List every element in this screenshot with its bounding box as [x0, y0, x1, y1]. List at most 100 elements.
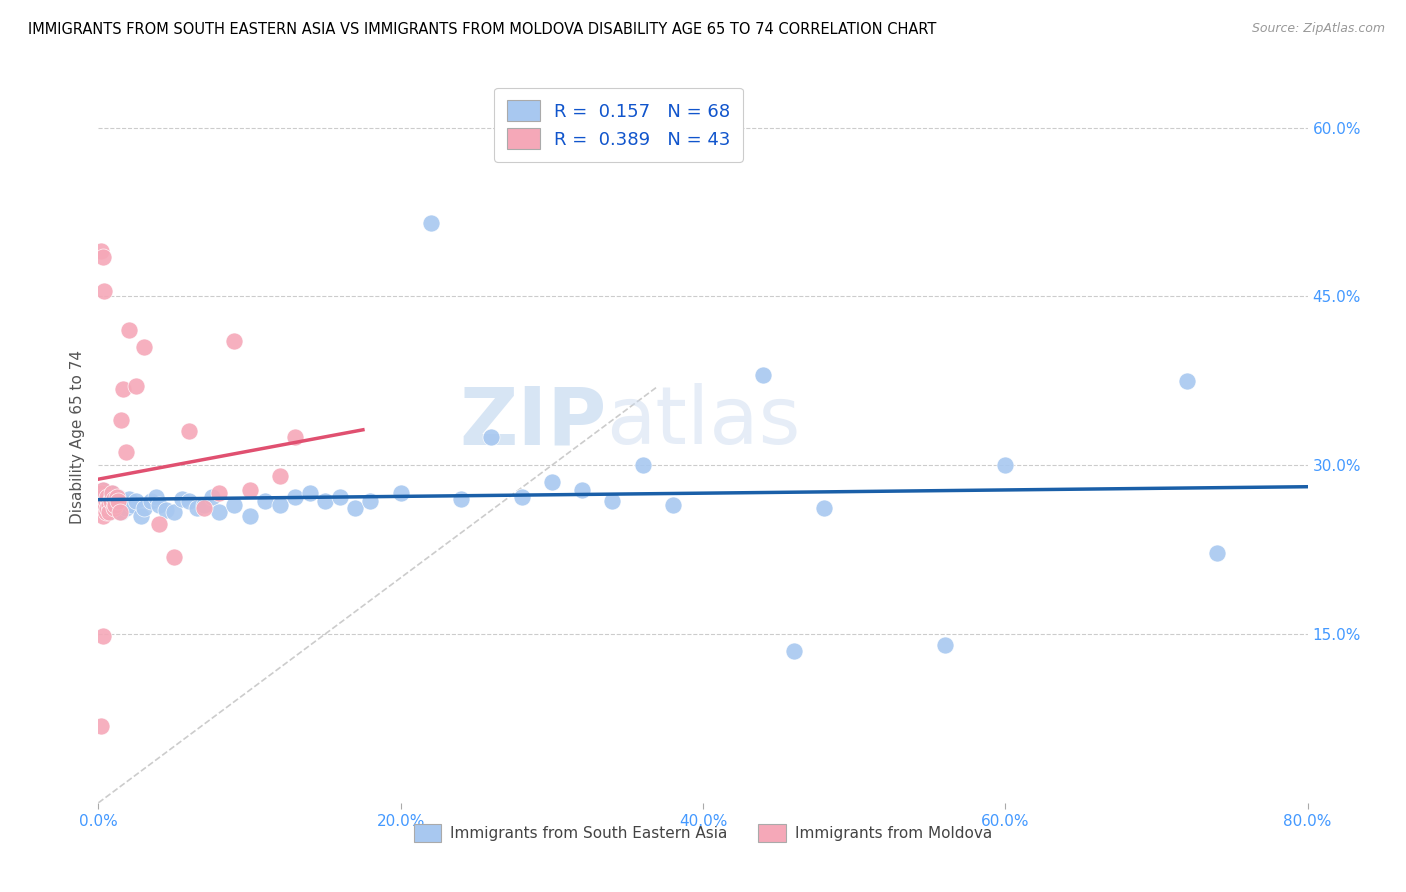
Point	[89, 500, 111, 515]
Point	[101, 486, 124, 500]
Point	[118, 323, 141, 337]
Point	[253, 494, 276, 508]
Point	[107, 494, 129, 508]
Point	[103, 491, 125, 506]
Point	[121, 498, 143, 512]
Point	[193, 500, 215, 515]
Point	[510, 490, 533, 504]
Text: Source: ZipAtlas.com: Source: ZipAtlas.com	[1251, 22, 1385, 36]
Point	[994, 458, 1017, 473]
Point	[170, 491, 193, 506]
Point	[1175, 374, 1198, 388]
Y-axis label: Disability Age 65 to 74: Disability Age 65 to 74	[70, 350, 86, 524]
Point	[284, 490, 307, 504]
Point	[239, 508, 262, 523]
Point	[111, 494, 134, 508]
Point	[783, 644, 806, 658]
Point	[93, 284, 115, 298]
Point	[148, 516, 170, 531]
Point	[269, 469, 291, 483]
Point	[481, 430, 503, 444]
Point	[91, 490, 114, 504]
Point	[101, 494, 124, 508]
Point	[208, 486, 231, 500]
Point	[103, 490, 125, 504]
Point	[329, 490, 352, 504]
Point	[96, 490, 118, 504]
Point	[110, 506, 132, 520]
Point	[98, 506, 121, 520]
Point	[94, 494, 117, 508]
Legend: Immigrants from South Eastern Asia, Immigrants from Moldova: Immigrants from South Eastern Asia, Immi…	[408, 818, 998, 847]
Point	[571, 483, 593, 497]
Point	[114, 444, 136, 458]
Text: ZIP: ZIP	[458, 384, 606, 461]
Point	[118, 491, 141, 506]
Point	[299, 486, 322, 500]
Point	[100, 494, 122, 508]
Point	[540, 475, 562, 489]
Point	[91, 483, 114, 497]
Point	[90, 486, 112, 500]
Point	[163, 506, 186, 520]
Point	[148, 498, 170, 512]
Point	[105, 490, 128, 504]
Point	[89, 500, 111, 515]
Point	[179, 425, 201, 439]
Point	[284, 430, 307, 444]
Point	[934, 638, 956, 652]
Point	[186, 500, 208, 515]
Point	[91, 483, 114, 497]
Point	[96, 490, 118, 504]
Point	[104, 494, 127, 508]
Point	[201, 490, 224, 504]
Point	[132, 500, 155, 515]
Point	[129, 508, 152, 523]
Point	[100, 500, 122, 515]
Point	[91, 490, 114, 504]
Point	[90, 719, 112, 733]
Point	[360, 494, 382, 508]
Point	[90, 494, 112, 508]
Point	[100, 491, 122, 506]
Point	[239, 483, 262, 497]
Point	[224, 334, 246, 349]
Point	[602, 494, 624, 508]
Point	[269, 498, 291, 512]
Point	[93, 498, 115, 512]
Point	[344, 500, 367, 515]
Text: IMMIGRANTS FROM SOUTH EASTERN ASIA VS IMMIGRANTS FROM MOLDOVA DISABILITY AGE 65 : IMMIGRANTS FROM SOUTH EASTERN ASIA VS IM…	[28, 22, 936, 37]
Point	[103, 498, 125, 512]
Point	[179, 494, 201, 508]
Point	[111, 382, 134, 396]
Point	[98, 498, 121, 512]
Point	[114, 500, 136, 515]
Point	[631, 458, 654, 473]
Point	[93, 500, 115, 515]
Point	[450, 491, 472, 506]
Point	[125, 379, 148, 393]
Point	[94, 503, 117, 517]
Point	[94, 494, 117, 508]
Point	[155, 503, 177, 517]
Point	[93, 491, 115, 506]
Point	[163, 550, 186, 565]
Point	[389, 486, 412, 500]
Point	[98, 498, 121, 512]
Point	[132, 340, 155, 354]
Point	[103, 500, 125, 515]
Point	[108, 506, 131, 520]
Point	[100, 491, 122, 506]
Point	[91, 508, 114, 523]
Point	[1206, 546, 1229, 560]
Point	[661, 498, 683, 512]
Point	[91, 250, 114, 264]
Point	[91, 629, 114, 643]
Point	[314, 494, 336, 508]
Point	[125, 494, 148, 508]
Point	[93, 498, 115, 512]
Point	[108, 498, 131, 512]
Point	[141, 494, 163, 508]
Point	[224, 498, 246, 512]
Point	[813, 500, 835, 515]
